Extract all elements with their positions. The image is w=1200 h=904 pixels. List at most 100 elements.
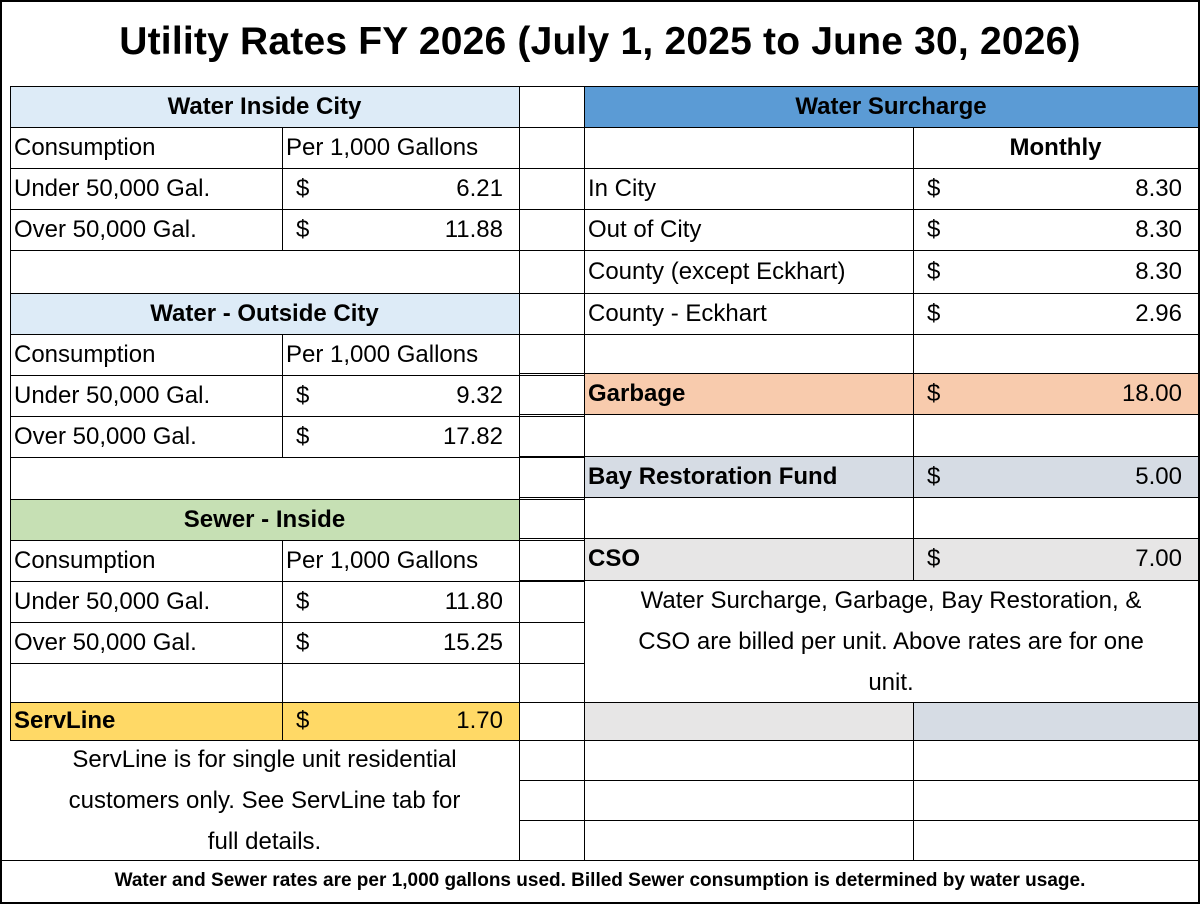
garbage-fill — [584, 373, 1198, 414]
grid-hline — [10, 334, 519, 335]
cso-label: CSO — [588, 545, 641, 572]
grid-hline — [10, 416, 519, 417]
grid-vline — [519, 86, 520, 860]
grid-hline — [10, 168, 519, 169]
grid-hline — [10, 499, 519, 500]
grid-hline — [584, 168, 1198, 169]
servline-note: ServLine is for single unit residential … — [10, 740, 519, 860]
row-label: Over 50,000 Gal. — [14, 422, 197, 450]
currency-symbol: $ — [296, 587, 310, 615]
row-label: Under 50,000 Gal. — [14, 587, 211, 615]
grid-vline — [913, 702, 914, 860]
grid-hline — [519, 456, 584, 457]
grid-hline — [10, 663, 519, 664]
water-inside-heading: Water Inside City — [167, 92, 362, 120]
surcharge-header-fill — [584, 86, 1198, 127]
monthly-header: Monthly — [1009, 133, 1102, 161]
rate-value: 11.88 — [444, 215, 503, 243]
grid-vline — [10, 86, 11, 740]
grid-hline — [10, 209, 519, 210]
grid-vline — [282, 540, 283, 740]
grid-hline — [10, 581, 519, 582]
grid-hline — [519, 414, 584, 415]
grid-hline — [584, 86, 1198, 87]
sewer-header-fill — [10, 499, 519, 540]
grid-hline — [519, 580, 584, 581]
grid-hline — [10, 622, 519, 623]
note-line: unit. — [868, 668, 914, 696]
grid-hline — [584, 497, 1198, 498]
cso-value: 7.00 — [1135, 545, 1182, 572]
grid-hline — [519, 581, 584, 582]
row-label: Out of City — [588, 215, 702, 243]
per-1000-header: Per 1,000 Gallons — [286, 340, 479, 368]
currency-symbol: $ — [296, 381, 310, 409]
grid-vline — [584, 86, 585, 860]
grid-hline — [519, 127, 584, 128]
note-line: ServLine is for single unit residential — [72, 745, 457, 773]
grid-hline — [519, 293, 584, 294]
sewer-inside-heading: Sewer - Inside — [183, 505, 346, 533]
servline-label: ServLine — [14, 707, 116, 734]
grid-hline — [584, 334, 1198, 335]
page-title: Utility Rates FY 2026 (July 1, 2025 to J… — [119, 20, 1081, 63]
currency-symbol: $ — [927, 215, 941, 243]
grid-hline — [519, 250, 584, 251]
grid-hline — [584, 373, 1198, 374]
grid-hline — [519, 334, 584, 335]
currency-symbol: $ — [927, 379, 941, 407]
blank-grey-fill — [584, 702, 913, 740]
consumption-header: Consumption — [14, 133, 156, 161]
row-label: In City — [588, 174, 657, 202]
currency-symbol: $ — [296, 707, 310, 734]
grid-hline — [584, 538, 1198, 539]
grid-hline — [584, 293, 1198, 294]
bay-fill — [584, 456, 1198, 497]
rate-value: 17.82 — [442, 422, 503, 450]
rate-value: 2.96 — [1135, 299, 1182, 327]
grid-hline — [519, 740, 1198, 741]
grid-hline — [519, 457, 584, 458]
grid-vline — [913, 127, 914, 580]
grid-hline — [10, 740, 519, 741]
surcharge-heading: Water Surcharge — [795, 92, 987, 120]
grid-hline — [584, 127, 1198, 128]
grid-hline — [519, 168, 584, 169]
grid-hline — [519, 373, 584, 374]
note-line: Water Surcharge, Garbage, Bay Restoratio… — [640, 586, 1142, 614]
row-label: Over 50,000 Gal. — [14, 628, 197, 656]
grid-hline — [10, 702, 519, 703]
grid-hline — [519, 375, 584, 376]
row-label: County - Eckhart — [588, 299, 767, 327]
grid-hline — [519, 86, 584, 87]
grid-vline — [282, 127, 283, 250]
currency-symbol: $ — [296, 628, 310, 656]
grid-hline — [584, 414, 1198, 415]
currency-symbol: $ — [296, 422, 310, 450]
currency-symbol: $ — [296, 174, 310, 202]
note-line: full details. — [207, 827, 322, 855]
row-label: County (except Eckhart) — [588, 257, 846, 285]
grid-hline — [10, 540, 519, 541]
blank-bluegrey-fill — [913, 702, 1198, 740]
grid-hline — [584, 580, 1198, 581]
grid-hline — [519, 497, 584, 498]
cso-fill — [584, 538, 1198, 580]
grid-hline — [519, 622, 584, 623]
currency-symbol: $ — [927, 299, 941, 327]
water-outside-header-fill — [10, 293, 519, 334]
garbage-label: Garbage — [588, 379, 686, 407]
currency-symbol: $ — [927, 545, 941, 572]
rate-value: 11.80 — [444, 587, 503, 615]
rate-value: 8.30 — [1135, 215, 1182, 243]
grid-hline — [519, 499, 584, 500]
currency-symbol: $ — [927, 174, 941, 202]
consumption-header: Consumption — [14, 546, 156, 574]
grid-hline — [519, 416, 584, 417]
grid-hline — [519, 663, 584, 664]
grid-hline — [10, 86, 519, 87]
grid-hline — [10, 127, 519, 128]
rate-value: 6.21 — [456, 174, 503, 202]
grid-hline — [519, 780, 1198, 781]
